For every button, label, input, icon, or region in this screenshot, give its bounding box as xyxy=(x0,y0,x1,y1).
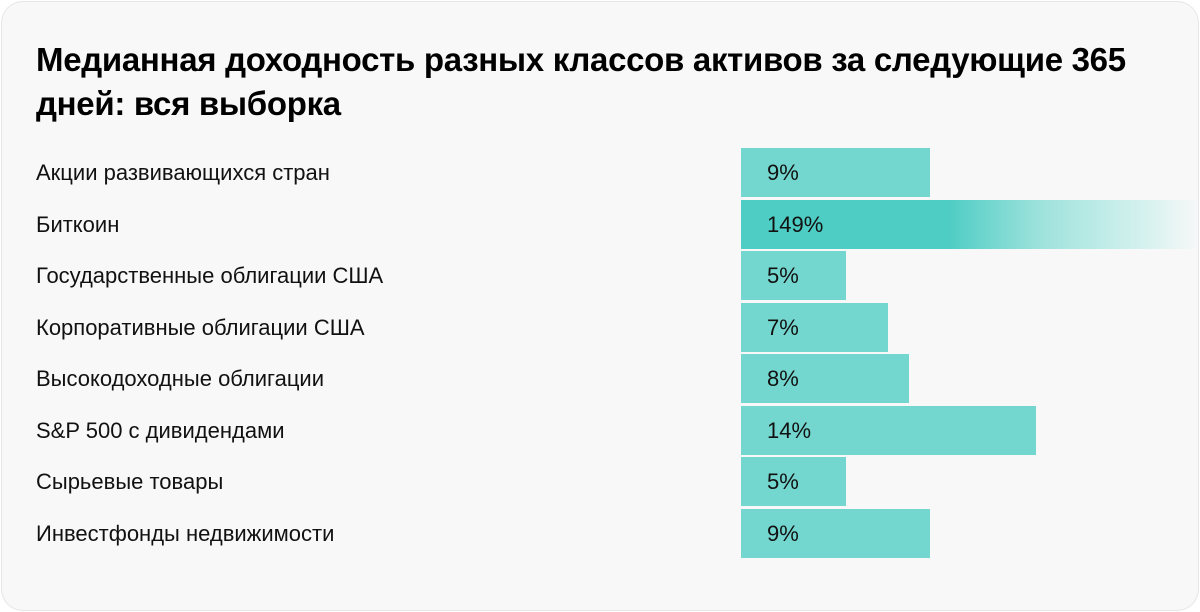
category-label: Корпоративные облигации США xyxy=(36,314,365,340)
category-label: Акции развивающихся стран xyxy=(36,160,330,185)
category-label: S&P 500 с дивидендами xyxy=(36,417,285,443)
data-label: 149% xyxy=(767,211,824,237)
data-label: 9% xyxy=(767,520,799,546)
category-label: Сырьевые товары xyxy=(36,469,224,494)
bar xyxy=(741,302,889,352)
bar xyxy=(741,148,931,197)
bar xyxy=(741,251,847,300)
data-label: 14% xyxy=(767,417,812,443)
bar xyxy=(741,199,1198,249)
data-label: 5% xyxy=(767,263,799,288)
category-label: Государственные облигации США xyxy=(36,263,384,288)
chart-title: Медианная доходность разных классов акти… xyxy=(36,41,1126,122)
bar xyxy=(741,508,931,558)
bar xyxy=(741,405,1036,455)
data-label: 8% xyxy=(767,366,799,391)
bar xyxy=(741,457,847,506)
data-label: 5% xyxy=(767,469,799,494)
category-label: Биткоин xyxy=(36,211,120,237)
category-label: Высокодоходные облигации xyxy=(36,366,324,391)
bar xyxy=(741,354,910,403)
data-label: 7% xyxy=(767,314,799,340)
category-label: Инвестфонды недвижимости xyxy=(36,520,335,546)
data-label: 9% xyxy=(767,160,799,185)
